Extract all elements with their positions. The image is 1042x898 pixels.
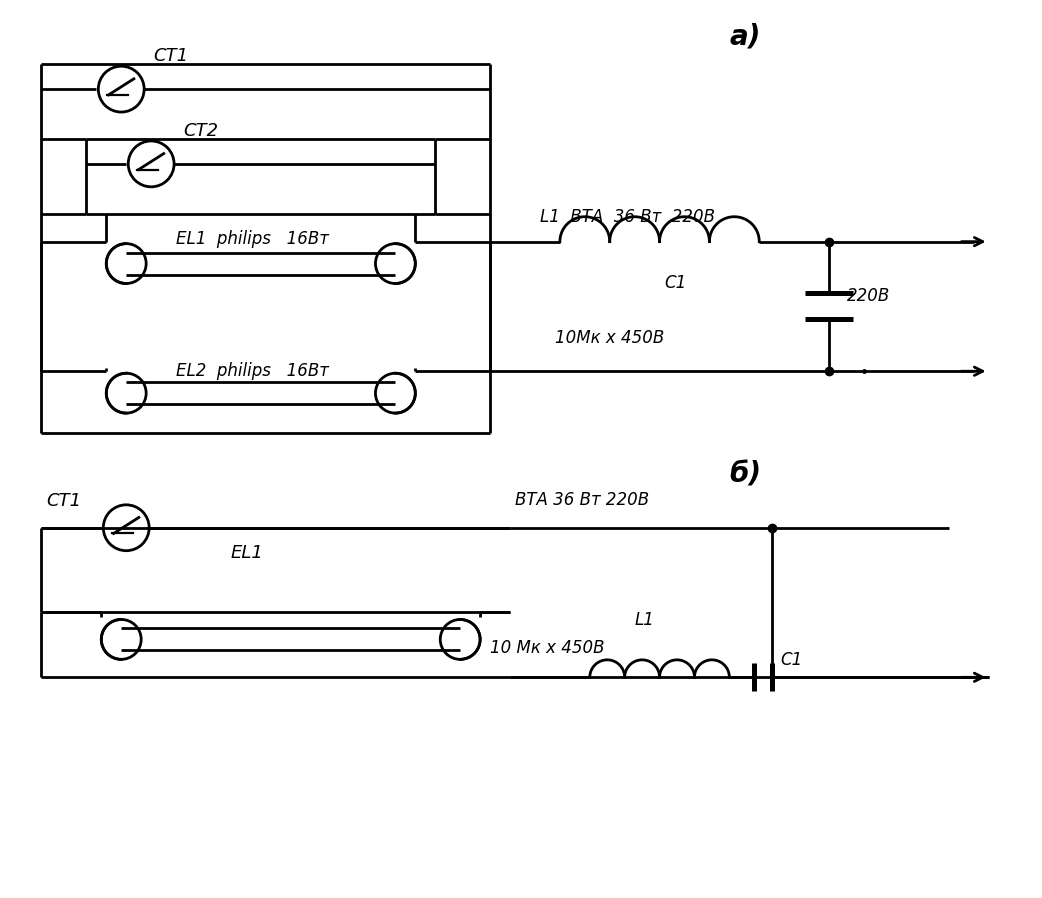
Text: С1: С1 — [780, 651, 802, 669]
Text: СТ1: СТ1 — [153, 48, 189, 66]
Text: СТ2: СТ2 — [183, 122, 218, 140]
Text: EL1: EL1 — [231, 543, 264, 561]
Text: С1: С1 — [665, 275, 687, 293]
Text: б): б) — [729, 461, 762, 489]
Text: а): а) — [729, 22, 761, 50]
Text: 10Мк х 450В: 10Мк х 450В — [555, 330, 664, 348]
Text: СТ1: СТ1 — [47, 492, 81, 510]
Text: ВТА 36 Вт 220В: ВТА 36 Вт 220В — [515, 491, 649, 509]
Text: L1  ВТА  36 Вт  220В: L1 ВТА 36 Вт 220В — [540, 207, 715, 225]
Text: 10 Мк х 450В: 10 Мк х 450В — [490, 639, 604, 657]
Text: EL1  philips   16Вт: EL1 philips 16Вт — [176, 230, 329, 248]
Text: 220В: 220В — [847, 287, 890, 305]
Text: EL2  philips   16Вт: EL2 philips 16Вт — [176, 362, 329, 380]
Text: L1: L1 — [635, 612, 654, 629]
